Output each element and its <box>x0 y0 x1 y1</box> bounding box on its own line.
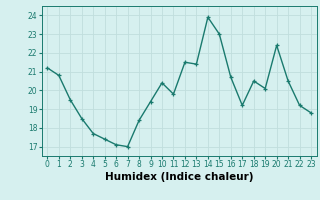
X-axis label: Humidex (Indice chaleur): Humidex (Indice chaleur) <box>105 172 253 182</box>
